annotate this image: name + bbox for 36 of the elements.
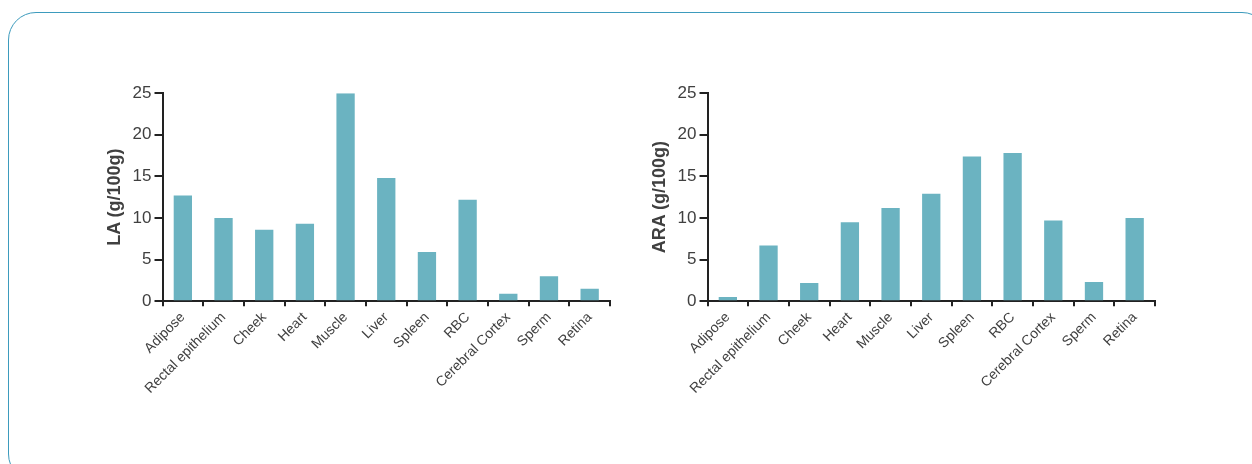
y-tick-label: 5 (687, 249, 697, 269)
bar (458, 199, 477, 301)
bar (580, 288, 599, 301)
bar (255, 229, 274, 301)
bar (1084, 282, 1104, 301)
y-axis-title: LA (g/100g) (103, 148, 124, 246)
y-tick-label: 0 (142, 290, 152, 310)
bar (214, 217, 233, 301)
bar (295, 223, 315, 301)
bar (881, 208, 900, 301)
bar (173, 195, 192, 301)
bar (840, 222, 860, 301)
y-tick-label: 15 (677, 166, 697, 186)
y-tick-label: 25 (132, 82, 152, 102)
y-tick-label: 10 (677, 207, 697, 227)
bar (539, 276, 559, 301)
bar (922, 193, 941, 301)
y-tick-label: 10 (132, 207, 152, 227)
y-axis-title: ARA (g/100g) (648, 141, 669, 254)
bar (718, 297, 737, 301)
bar (336, 93, 355, 301)
bar (499, 293, 518, 301)
bar (962, 156, 982, 301)
y-tick-label: 20 (132, 124, 152, 144)
y-tick-label: 5 (142, 249, 152, 269)
y-tick-label: 20 (677, 124, 697, 144)
y-tick-label: 25 (677, 82, 697, 102)
bar (417, 252, 437, 301)
bar (377, 178, 396, 301)
y-tick-label: 15 (132, 166, 152, 186)
bar (800, 282, 819, 301)
bar (1044, 220, 1063, 301)
y-tick-label: 0 (687, 290, 697, 310)
bar (1003, 153, 1022, 301)
bar (759, 245, 778, 301)
bar (1125, 217, 1144, 301)
